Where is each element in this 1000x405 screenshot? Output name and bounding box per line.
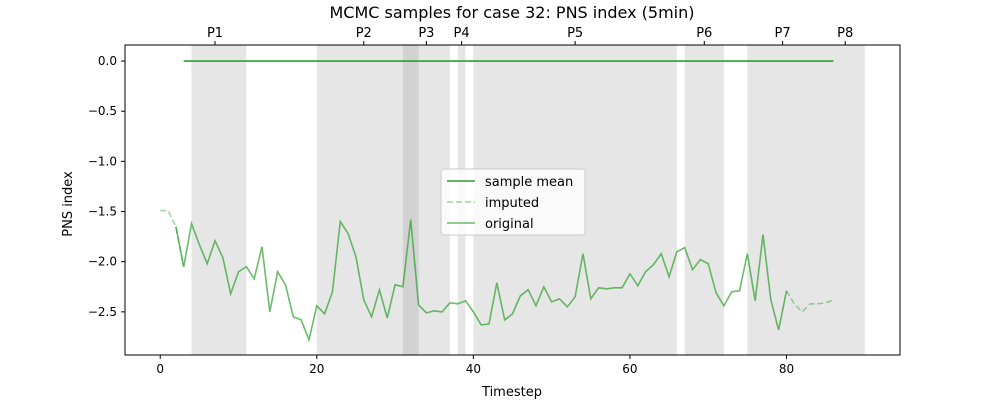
period-band-p1 [191, 45, 247, 355]
legend-box [440, 168, 586, 236]
period-label-p5: P5 [567, 26, 583, 41]
y-tick-label: −1.0 [88, 154, 117, 168]
x-axis-ticks: 0 20 40 60 80 [156, 355, 794, 376]
legend-label-sample-mean: sample mean [485, 175, 573, 190]
period-label-p4: P4 [454, 26, 470, 41]
series-line-imputed-tail [785, 290, 834, 314]
x-axis-label: Timestep [481, 385, 542, 400]
legend-label-original: original [485, 217, 534, 232]
y-tick-label: 0.0 [98, 54, 117, 68]
x-tick-label: 0 [156, 362, 164, 376]
period-band-p8 [817, 45, 865, 355]
period-band-p2 [316, 45, 419, 355]
legend-label-imputed: imputed [485, 196, 539, 211]
y-tick-label: −1.5 [88, 205, 117, 219]
y-tick-label: −2.0 [88, 255, 117, 269]
period-label-p1: P1 [207, 26, 223, 41]
series-line-original [175, 219, 788, 343]
period-label-p6: P6 [696, 26, 712, 41]
period-band-p6 [684, 45, 724, 355]
chart-title: MCMC samples for case 32: PNS index (5mi… [330, 3, 695, 22]
y-axis-ticks: 0.0 −0.5 −1.0 −1.5 −2.0 −2.5 [88, 54, 125, 319]
period-label-p7: P7 [775, 26, 791, 41]
series-line-imputed [160, 209, 185, 267]
x-tick-label: 20 [309, 362, 324, 376]
period-label-p2: P2 [356, 26, 372, 41]
period-label-ticks: P1 P2 P3 P4 P5 P6 P7 P8 [207, 26, 853, 45]
y-axis-label: PNS index [61, 171, 76, 237]
y-tick-label: −0.5 [88, 104, 117, 118]
period-label-p8: P8 [837, 26, 853, 41]
x-tick-label: 60 [622, 362, 637, 376]
x-tick-label: 40 [466, 362, 481, 376]
period-band-p7 [747, 45, 818, 355]
plot-frame [124, 44, 901, 356]
series-layer [160, 60, 834, 343]
period-label-p3: P3 [418, 26, 434, 41]
x-tick-label: 80 [779, 362, 794, 376]
legend: sample mean imputed original [440, 168, 586, 236]
y-tick-label: −2.5 [88, 305, 117, 319]
